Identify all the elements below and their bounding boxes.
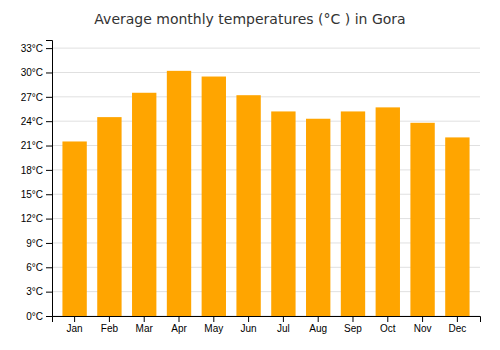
y-tick-label: 18°C [21,165,43,176]
x-axis: Jan Feb Mar Apr May Jun Jul Aug Sep Oct Nov Dec [53,316,481,334]
y-tick-label: 6°C [26,262,43,273]
x-tick-mark [318,316,319,322]
x-tick: Apr [171,316,187,334]
bar [132,93,156,316]
x-tick: Feb [101,316,119,334]
y-axis-line [46,41,53,317]
bar [410,123,434,316]
x-tick-mark [283,316,284,322]
x-tick-label: Jul [277,323,290,334]
x-tick-mark [109,316,110,322]
y-tick: 30°C [21,67,52,78]
y-tick: 12°C [21,213,52,224]
y-tick: 18°C [21,165,52,176]
y-tick: 9°C [26,238,52,249]
x-tick: Jul [277,316,290,334]
x-tick-mark [352,316,353,322]
x-tick-mark [179,316,180,322]
grid-line [52,48,480,49]
x-tick: Jan [67,316,83,334]
y-tick: 3°C [26,286,52,297]
y-tick: 21°C [21,140,52,151]
bar [341,111,365,316]
y-tick: 33°C [21,43,52,54]
y-tick: 24°C [21,116,52,127]
bar [236,95,260,316]
y-tick: 6°C [26,262,52,273]
bar [376,107,400,316]
x-tick-label: Aug [309,323,327,334]
x-tick: May [204,316,223,334]
y-tick-mark [46,316,52,317]
x-tick-label: May [204,323,223,334]
y-tick-mark [46,97,52,98]
bar [167,71,191,316]
x-tick-label: Oct [380,323,396,334]
x-tick-label: Nov [414,323,432,334]
x-tick-mark [144,316,145,322]
y-tick-label: 21°C [21,140,43,151]
y-tick-mark [46,219,52,220]
x-tick-label: Feb [101,323,119,334]
bar [62,141,86,316]
title: Average monthly temperatures (°C ) in Go… [94,11,405,27]
x-tick-mark [387,316,388,322]
x-tick: Mar [136,316,154,334]
y-tick-mark [46,72,52,73]
bar [271,111,295,316]
y-axis: 0°C 3°C 6°C 9°C 12°C 15°C 18°C 21°C 24°C 27°C 30°C… [21,41,53,322]
y-tick-mark [46,267,52,268]
x-tick: Sep [344,316,362,334]
bar [445,137,469,316]
x-tick: Dec [448,316,466,334]
x-tick-label: Mar [136,323,154,334]
y-tick-mark [46,121,52,122]
y-tick: 15°C [21,189,52,200]
x-tick-mark [213,316,214,322]
y-tick-mark [46,170,52,171]
x-tick-label: Jan [67,323,83,334]
x-tick-mark [248,316,249,322]
bar [306,119,330,316]
y-tick-mark [46,194,52,195]
y-tick-mark [46,243,52,244]
x-tick-label: Jun [241,323,257,334]
x-tick-mark [422,316,423,322]
y-tick-label: 3°C [26,286,43,297]
y-tick-label: 0°C [26,311,43,322]
grid [52,48,480,316]
x-tick-mark [457,316,458,322]
x-tick: Jun [241,316,257,334]
bar [97,117,121,316]
chart: 0°C 3°C 6°C 9°C 12°C 15°C 18°C 21°C 24°C 27°C 30°C… [0,0,500,350]
bars [62,71,469,316]
x-tick: Aug [309,316,327,334]
x-tick-label: Apr [171,323,187,334]
y-tick-label: 9°C [26,238,43,249]
y-tick-label: 24°C [21,116,43,127]
x-tick-label: Sep [344,323,362,334]
y-tick-label: 15°C [21,189,43,200]
grid-line [52,96,480,97]
y-tick: 27°C [21,92,52,103]
x-tick-label: Dec [448,323,466,334]
y-tick-label: 30°C [21,67,43,78]
y-tick-label: 33°C [21,43,43,54]
x-tick: Oct [380,316,396,334]
y-tick-mark [46,146,52,147]
plot: 0°C 3°C 6°C 9°C 12°C 15°C 18°C 21°C 24°C 27°C 30°C… [21,41,481,335]
bar [202,77,226,316]
y-tick-label: 12°C [21,213,43,224]
y-tick-label: 27°C [21,92,43,103]
x-tick-mark [74,316,75,322]
y-tick-mark [46,292,52,293]
x-axis-line [53,317,481,323]
grid-line [52,72,480,73]
y-tick: 0°C [26,311,52,322]
x-tick: Nov [414,316,432,334]
y-tick-mark [46,48,52,49]
